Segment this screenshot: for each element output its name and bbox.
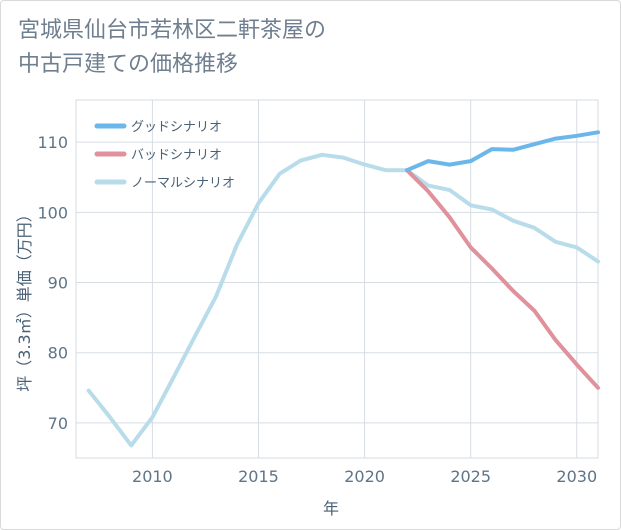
y-tick-label: 100 [37, 203, 68, 222]
x-tick-label: 2015 [238, 467, 279, 486]
series-line-1 [405, 168, 600, 390]
legend-label: バッドシナリオ [131, 148, 222, 163]
y-tick-label: 90 [48, 274, 68, 293]
title-line-1: 宮城県仙台市若林区二軒茶屋の [18, 18, 327, 43]
series-line-2 [86, 152, 600, 448]
x-axis-label: 年 [323, 499, 339, 518]
chart-title: 宮城県仙台市若林区二軒茶屋の 中古戸建ての価格推移 [18, 14, 438, 82]
title-line-2: 中古戸建ての価格推移 [18, 52, 239, 77]
y-tick-label: 80 [48, 344, 68, 363]
x-tick-label: 2030 [556, 467, 597, 486]
x-tick-label: 2020 [344, 467, 385, 486]
y-tick-label: 110 [37, 133, 68, 152]
plot-area [75, 99, 599, 459]
y-axis-label: 坪（3.3㎡）単価（万円） [15, 206, 34, 391]
legend-label: ノーマルシナリオ [131, 176, 235, 191]
x-tick-label: 2025 [450, 467, 491, 486]
x-tick-label: 2010 [132, 467, 173, 486]
y-tick-label: 70 [48, 414, 68, 433]
legend-label: グッドシナリオ [131, 120, 222, 135]
series-line-0 [405, 130, 600, 173]
